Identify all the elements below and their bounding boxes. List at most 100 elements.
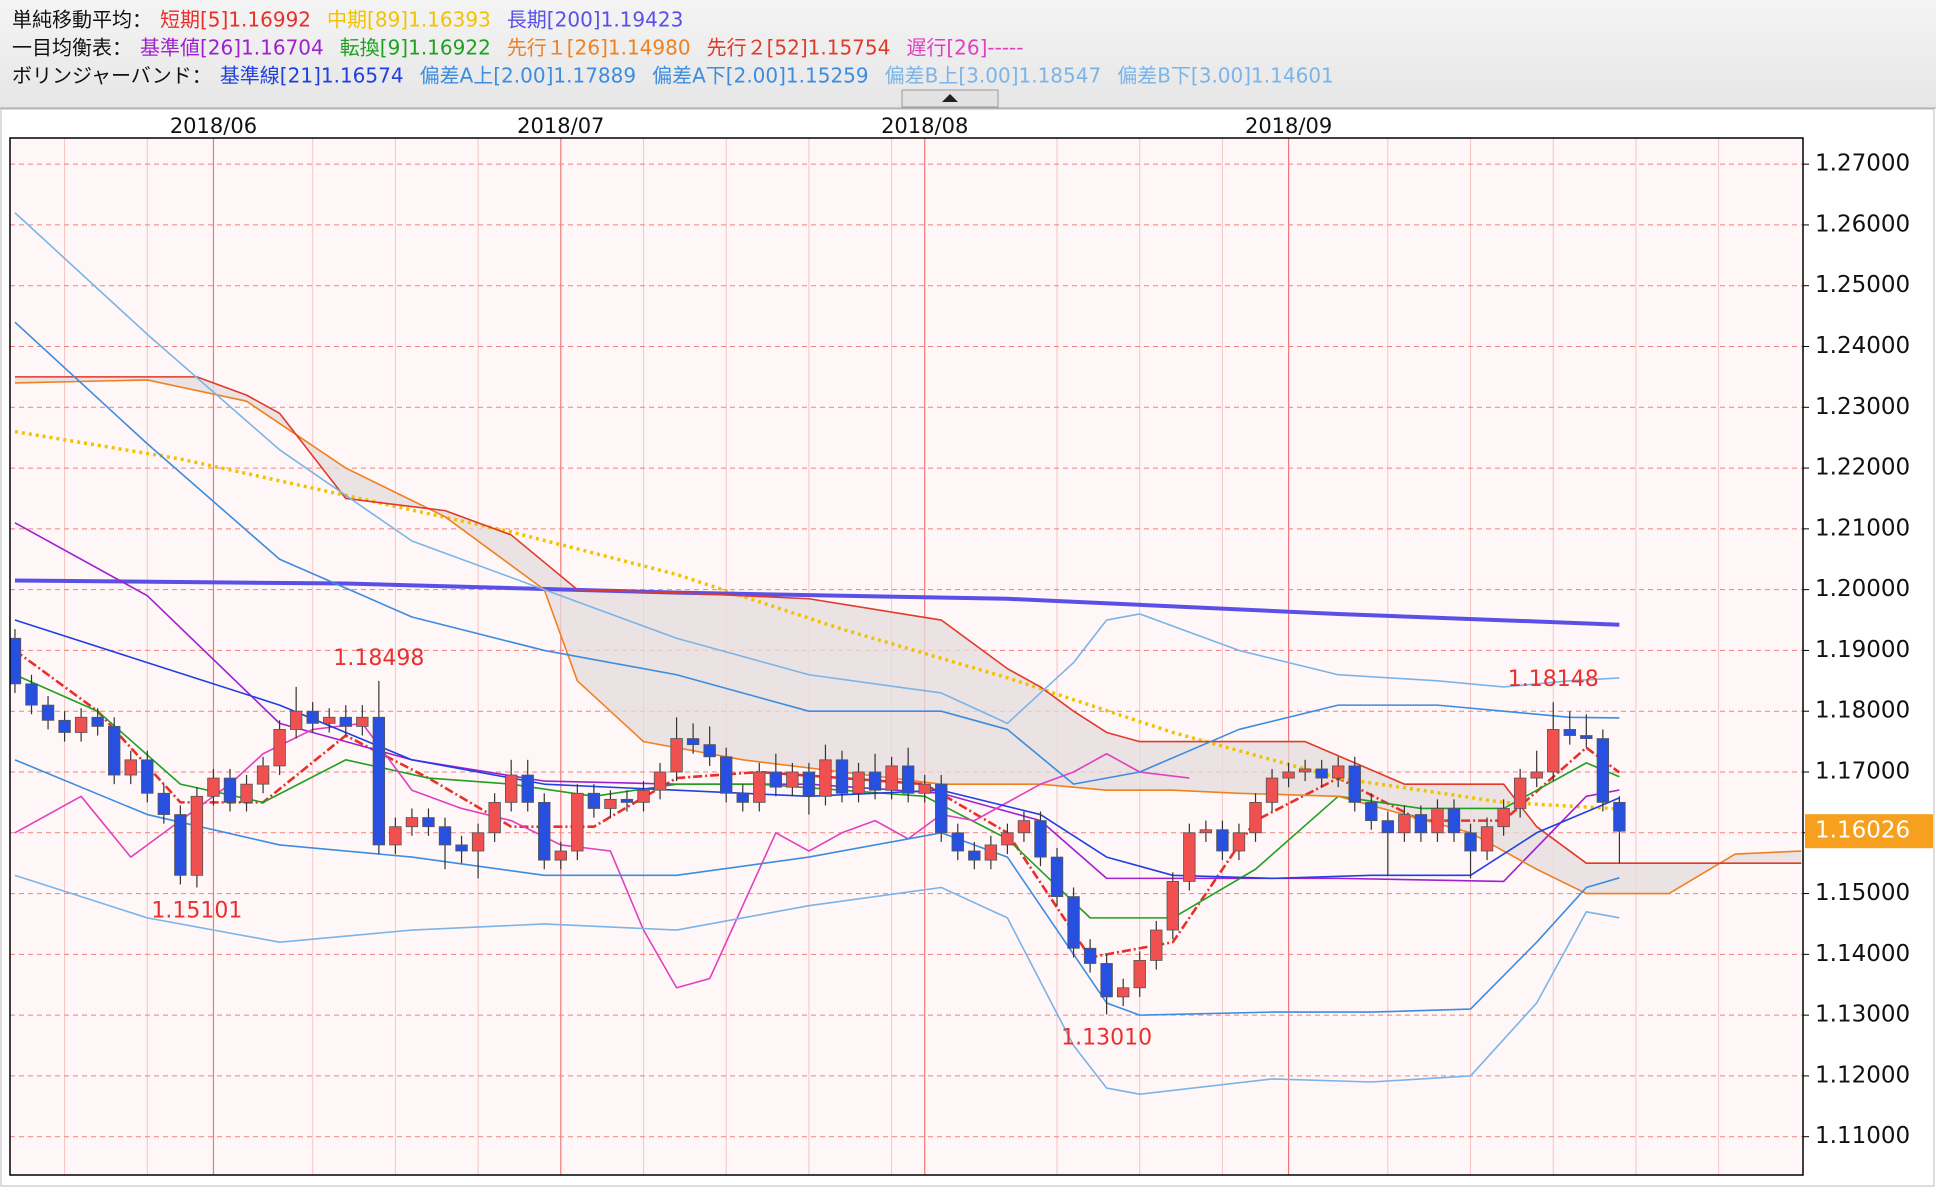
candle-body xyxy=(753,771,766,803)
y-tick-label: 1.26000 xyxy=(1815,211,1910,237)
candle-body xyxy=(1580,735,1593,739)
y-tick-label: 1.12000 xyxy=(1815,1062,1910,1088)
y-tick-label: 1.11000 xyxy=(1815,1123,1910,1149)
legend-item: 長期[200]1.19423 xyxy=(507,8,683,32)
y-tick-label: 1.25000 xyxy=(1815,272,1910,298)
legend-item: 偏差A下[2.00]1.15259 xyxy=(652,64,869,88)
candle-body xyxy=(736,792,749,803)
candle-body xyxy=(1017,820,1031,834)
candle-body xyxy=(1034,820,1047,858)
annotation: 1.15101 xyxy=(151,898,242,923)
annotation: 1.13010 xyxy=(1061,1026,1152,1051)
collapse-button[interactable] xyxy=(901,89,999,108)
candle-body xyxy=(786,771,799,788)
candle-body xyxy=(422,817,435,828)
candle-body xyxy=(124,759,137,776)
legend-item: 偏差B下[3.00]1.14601 xyxy=(1117,64,1334,88)
candle-body xyxy=(223,777,237,803)
candle-body xyxy=(1282,771,1295,779)
candle-body xyxy=(918,783,931,794)
candle-body xyxy=(339,716,352,727)
legend-item: 偏差A上[2.00]1.17889 xyxy=(420,64,637,88)
candle-body xyxy=(1067,896,1080,949)
candle-body xyxy=(74,716,88,733)
candle-body xyxy=(1414,814,1428,834)
candle-body xyxy=(289,710,303,730)
legend-item: 偏差B上[3.00]1.18547 xyxy=(885,64,1102,88)
candle-body xyxy=(620,798,634,803)
plot: 1.15101 1.18498 1.13010 1.18148 xyxy=(10,212,1802,1095)
candle-body xyxy=(521,774,534,803)
candle-body xyxy=(91,716,104,727)
candle-body xyxy=(571,792,584,852)
legend-item: 転換[9]1.16922 xyxy=(340,36,491,60)
indicator-line xyxy=(14,321,1620,785)
candle-body xyxy=(1232,832,1246,852)
legend: 単純移動平均： 短期[5]1.16992 中期[89]1.16393 長期[200]1… xyxy=(12,8,1334,88)
candle-body xyxy=(1265,777,1279,803)
y-tick-label: 1.19000 xyxy=(1815,637,1910,663)
candle-body xyxy=(1133,960,1146,989)
candle-body xyxy=(256,765,270,785)
candle-body xyxy=(1596,738,1610,803)
candle-body xyxy=(1530,771,1543,779)
candle-body xyxy=(538,801,551,861)
legend-item: 先行１[26]1.14980 xyxy=(507,36,691,60)
legend-item: 遅行[26]----- xyxy=(906,36,1023,60)
candle-body xyxy=(1315,768,1328,779)
indicator-line xyxy=(14,722,1190,989)
candle-body xyxy=(1464,832,1477,852)
candle-body xyxy=(306,710,319,724)
candle-body xyxy=(58,719,71,733)
indicator-line xyxy=(14,379,1802,895)
legend-group-title: 一目均衡表： xyxy=(12,36,132,60)
legend-item: 先行２[52]1.15754 xyxy=(707,36,891,60)
candle-body xyxy=(637,789,650,803)
x-tick-label: 2018/06 xyxy=(170,114,257,138)
candle-body xyxy=(868,771,882,791)
y-tick-label: 1.24000 xyxy=(1815,333,1910,359)
candle-body xyxy=(1100,963,1113,998)
candle-body xyxy=(984,844,998,861)
candle-body xyxy=(141,759,154,794)
candle-body xyxy=(802,771,816,797)
legend-item: 中期[89]1.16393 xyxy=(327,8,491,32)
candle-body xyxy=(769,771,783,788)
candle-body xyxy=(323,716,336,724)
candle-body xyxy=(1431,808,1444,834)
candle-body xyxy=(207,777,220,797)
legend-item: 短期[5]1.16992 xyxy=(160,8,311,32)
candle-body xyxy=(1150,929,1163,961)
plot-border xyxy=(9,137,1804,1176)
candle-body xyxy=(372,716,386,846)
candle-body xyxy=(25,683,38,706)
axes: 2018/06 2018/07 2018/08 2018/09 1.11000 1.120… xyxy=(170,114,1933,1149)
x-tick-label: 2018/07 xyxy=(517,114,604,138)
candle-body xyxy=(819,759,832,797)
candle-body xyxy=(504,774,518,803)
candle-body xyxy=(1199,829,1213,834)
y-tick-label: 1.23000 xyxy=(1815,394,1910,420)
legend-item: 基準線[21]1.16574 xyxy=(220,64,404,88)
candle-body xyxy=(1298,768,1312,773)
candle-body xyxy=(240,783,253,803)
candle-body xyxy=(852,771,865,794)
candle-body xyxy=(686,738,700,746)
indicator-line xyxy=(14,874,1620,1095)
indicator-line xyxy=(14,429,1620,811)
candle-body xyxy=(488,801,501,834)
candle-body xyxy=(356,716,369,727)
candle-body xyxy=(157,792,171,815)
candle-body xyxy=(1365,801,1378,822)
candle-body xyxy=(1480,826,1494,852)
last-price-box xyxy=(1805,814,1933,849)
y-tick-label: 1.14000 xyxy=(1815,941,1910,967)
y-tick-label: 1.17000 xyxy=(1815,758,1910,784)
candle-body xyxy=(703,744,716,758)
candle-body xyxy=(1166,881,1179,931)
candle-body xyxy=(951,832,964,852)
indicator-line xyxy=(14,578,1620,627)
candle-body xyxy=(389,826,402,846)
candle-body xyxy=(604,798,617,809)
candle-body xyxy=(1613,801,1626,832)
